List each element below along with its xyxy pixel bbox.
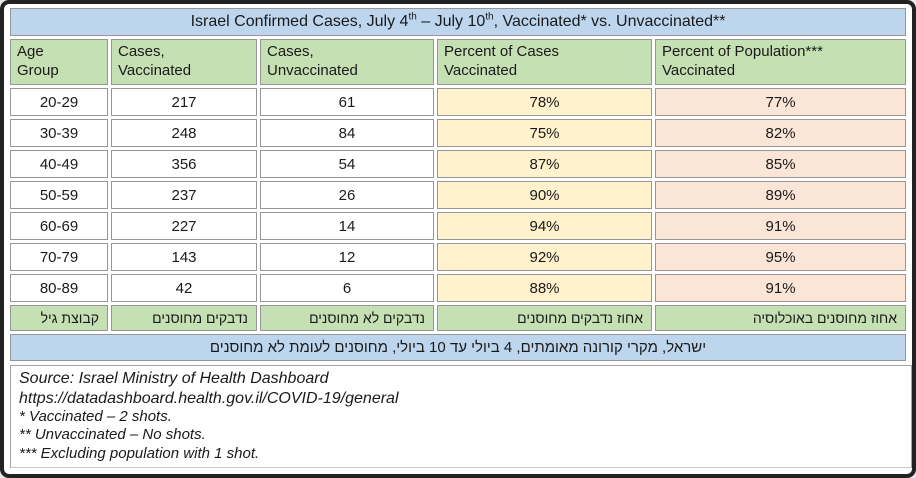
source-notes-box: Source: Israel Ministry of Health Dashbo… xyxy=(10,365,912,468)
cell-percent-cases-vaccinated: 78% xyxy=(437,88,652,116)
hebrew-header-age-group: קבוצת גיל xyxy=(10,305,108,331)
header-line: Vaccinated xyxy=(662,62,736,79)
cell-percent-cases-vaccinated: 92% xyxy=(437,243,652,271)
cell-cases-vaccinated: 237 xyxy=(111,181,257,209)
header-line: Percent of Population*** xyxy=(662,43,823,61)
cell-age-group: 30-39 xyxy=(10,119,108,147)
title-text-1: Israel Confirmed Cases, July 4 xyxy=(190,13,409,30)
cell-percent-cases-vaccinated: 94% xyxy=(437,212,652,240)
cell-cases-vaccinated: 248 xyxy=(111,119,257,147)
title-text-3: , Vaccinated* vs. Unvaccinated** xyxy=(493,13,726,30)
column-header-cases-unvaccinated: Cases, Unvaccinated xyxy=(260,39,434,85)
title-superscript-th-1: th xyxy=(408,11,417,23)
column-header-percent-cases-vaccinated: Percent of Cases Vaccinated xyxy=(437,39,652,85)
table-row: 60-69 227 14 94% 91% xyxy=(10,212,907,240)
header-line: Group xyxy=(17,62,59,79)
cell-age-group: 70-79 xyxy=(10,243,108,271)
footnote-unvaccinated: ** Unvaccinated – No shots. xyxy=(19,426,206,444)
footnote-excluding-population: *** Excluding population with 1 shot. xyxy=(19,444,260,462)
header-line: Vaccinated xyxy=(444,62,518,79)
cell-cases-unvaccinated: 54 xyxy=(260,150,434,178)
cell-cases-unvaccinated: 61 xyxy=(260,88,434,116)
table-row: 50-59 237 26 90% 89% xyxy=(10,181,907,209)
table-row: 30-39 248 84 75% 82% xyxy=(10,119,907,147)
cell-percent-population-vaccinated: 89% xyxy=(655,181,907,209)
cell-age-group: 60-69 xyxy=(10,212,108,240)
table-row: 20-29 217 61 78% 77% xyxy=(10,88,907,116)
header-line: Vaccinated xyxy=(118,62,192,79)
table-row: 40-49 356 54 87% 85% xyxy=(10,150,907,178)
cell-age-group: 40-49 xyxy=(10,150,108,178)
table-title-english: Israel Confirmed Cases, July 4th – July … xyxy=(10,8,907,36)
table-row: 80-89 42 6 88% 91% xyxy=(10,274,907,302)
header-line: Cases, xyxy=(118,43,165,61)
cell-percent-population-vaccinated: 91% xyxy=(655,212,907,240)
cell-cases-vaccinated: 42 xyxy=(111,274,257,302)
header-line: Percent of Cases xyxy=(444,43,560,61)
cell-cases-unvaccinated: 12 xyxy=(260,243,434,271)
cell-percent-population-vaccinated: 91% xyxy=(655,274,907,302)
title-text-2: – July 10 xyxy=(416,13,486,30)
cell-cases-vaccinated: 143 xyxy=(111,243,257,271)
table-row: 70-79 143 12 92% 95% xyxy=(10,243,907,271)
hebrew-header-cases-unvaccinated: נדבקים לא מחוסנים xyxy=(260,305,434,331)
cell-age-group: 80-89 xyxy=(10,274,108,302)
hebrew-header-percent-cases-vaccinated: אחוז נדבקים מחוסנים xyxy=(437,305,652,331)
hebrew-header-percent-population-vaccinated: אחוז מחוסנים באוכלוסיה xyxy=(655,305,907,331)
cell-percent-population-vaccinated: 95% xyxy=(655,243,907,271)
cell-percent-cases-vaccinated: 75% xyxy=(437,119,652,147)
cell-percent-cases-vaccinated: 87% xyxy=(437,150,652,178)
cases-table: Israel Confirmed Cases, July 4th – July … xyxy=(7,5,909,364)
cell-cases-vaccinated: 217 xyxy=(111,88,257,116)
cell-percent-cases-vaccinated: 88% xyxy=(437,274,652,302)
cell-percent-population-vaccinated: 85% xyxy=(655,150,907,178)
cell-percent-cases-vaccinated: 90% xyxy=(437,181,652,209)
cell-age-group: 50-59 xyxy=(10,181,108,209)
cell-percent-population-vaccinated: 82% xyxy=(655,119,907,147)
header-line: Age xyxy=(17,43,44,61)
header-line: Unvaccinated xyxy=(267,62,358,79)
source-line: Source: Israel Ministry of Health Dashbo… xyxy=(19,370,329,387)
cell-cases-unvaccinated: 14 xyxy=(260,212,434,240)
column-header-percent-population-vaccinated: Percent of Population*** Vaccinated xyxy=(655,39,907,85)
cell-cases-unvaccinated: 84 xyxy=(260,119,434,147)
header-line: Cases, xyxy=(267,43,314,61)
footnote-vaccinated: * Vaccinated – 2 shots. xyxy=(19,408,172,426)
column-header-cases-vaccinated: Cases, Vaccinated xyxy=(111,39,257,85)
table-title-hebrew: ישראל, מקרי קורונה מאומתים, 4 ביולי עד 1… xyxy=(10,334,907,361)
hebrew-header-cases-vaccinated: נדבקים מחוסנים xyxy=(111,305,257,331)
source-url: https://datadashboard.health.gov.il/COVI… xyxy=(19,389,399,407)
cell-age-group: 20-29 xyxy=(10,88,108,116)
cell-percent-population-vaccinated: 77% xyxy=(655,88,907,116)
cell-cases-vaccinated: 356 xyxy=(111,150,257,178)
column-header-age-group: Age Group xyxy=(10,39,108,85)
title-superscript-th-2: th xyxy=(485,11,494,23)
cell-cases-unvaccinated: 6 xyxy=(260,274,434,302)
cell-cases-vaccinated: 227 xyxy=(111,212,257,240)
cell-cases-unvaccinated: 26 xyxy=(260,181,434,209)
